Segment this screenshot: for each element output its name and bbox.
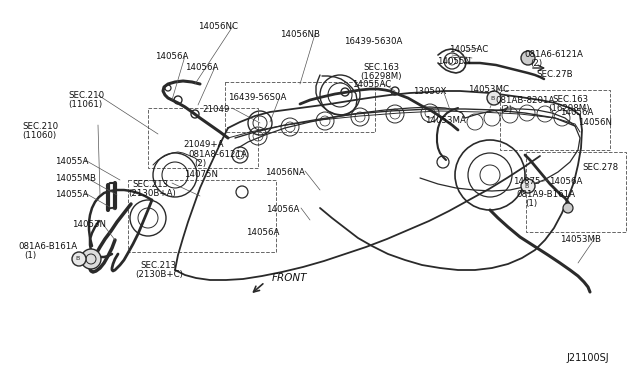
Text: (16298M): (16298M) <box>360 72 401 81</box>
Text: (11060): (11060) <box>22 131 56 140</box>
Text: 081A6-B161A: 081A6-B161A <box>18 242 77 251</box>
Text: J21100SJ: J21100SJ <box>566 353 609 363</box>
Text: SEC.213: SEC.213 <box>132 180 168 189</box>
Text: (2130B+A): (2130B+A) <box>128 189 176 198</box>
Text: (11061): (11061) <box>68 100 102 109</box>
Text: 081A8-6121A: 081A8-6121A <box>188 150 247 159</box>
Text: SEC.27B: SEC.27B <box>536 70 573 79</box>
Text: 16439-56S0A: 16439-56S0A <box>228 93 286 102</box>
Text: 14053MC: 14053MC <box>468 85 509 94</box>
Text: 081A9-B161A: 081A9-B161A <box>516 190 575 199</box>
Circle shape <box>72 252 86 266</box>
Text: (2): (2) <box>530 59 542 68</box>
Text: 14056A: 14056A <box>549 177 582 186</box>
Text: SEC.210: SEC.210 <box>68 91 104 100</box>
Text: 14875: 14875 <box>513 177 541 186</box>
Text: 14055A: 14055A <box>55 157 88 166</box>
Text: (1): (1) <box>24 251 36 260</box>
Text: B: B <box>490 96 494 100</box>
Text: 14075N: 14075N <box>184 170 218 179</box>
Text: (16298M): (16298M) <box>548 104 589 113</box>
Text: 14055MB: 14055MB <box>55 174 96 183</box>
Text: 14056A: 14056A <box>185 63 218 72</box>
Circle shape <box>81 249 101 269</box>
Text: (2): (2) <box>500 105 512 114</box>
Text: 14056NA: 14056NA <box>265 168 305 177</box>
Text: 14056A: 14056A <box>155 52 188 61</box>
Text: 14056A: 14056A <box>266 205 300 214</box>
Text: 14053N: 14053N <box>72 220 106 229</box>
Text: 14056A: 14056A <box>560 108 593 117</box>
Text: (1): (1) <box>525 199 537 208</box>
Bar <box>128 180 276 252</box>
Circle shape <box>521 179 535 193</box>
Text: (2130B+C): (2130B+C) <box>135 270 183 279</box>
Text: 16439-5630A: 16439-5630A <box>344 37 403 46</box>
Text: 14056NB: 14056NB <box>280 30 320 39</box>
Text: B: B <box>75 257 79 262</box>
Circle shape <box>487 91 501 105</box>
Text: SEC.278: SEC.278 <box>582 163 618 172</box>
Text: 21049+A: 21049+A <box>183 140 223 149</box>
Bar <box>526 152 626 232</box>
Text: 081AB-8201A: 081AB-8201A <box>495 96 554 105</box>
Circle shape <box>521 51 535 65</box>
Text: 14056N: 14056N <box>578 118 612 127</box>
Circle shape <box>563 203 573 213</box>
Text: (2): (2) <box>194 159 206 168</box>
Text: 14056A: 14056A <box>246 228 280 237</box>
Text: 14055A: 14055A <box>55 190 88 199</box>
Text: SEC.213: SEC.213 <box>140 261 176 270</box>
Text: SEC.210: SEC.210 <box>22 122 58 131</box>
Text: SEC.163: SEC.163 <box>552 95 588 104</box>
Text: 14055N: 14055N <box>437 57 471 66</box>
Bar <box>148 108 258 168</box>
Text: 14056NC: 14056NC <box>198 22 238 31</box>
Text: 14055AC: 14055AC <box>352 80 391 89</box>
Text: 14055AC: 14055AC <box>449 45 488 54</box>
Text: 14053MB: 14053MB <box>560 235 601 244</box>
Text: 21049: 21049 <box>202 105 229 114</box>
Text: 081A6-6121A: 081A6-6121A <box>524 50 583 59</box>
Bar <box>225 82 375 132</box>
Text: FRONT: FRONT <box>272 273 307 283</box>
Text: SEC.163: SEC.163 <box>363 63 399 72</box>
Text: 13050X: 13050X <box>413 87 446 96</box>
Bar <box>500 90 610 150</box>
Text: 14053MA: 14053MA <box>425 116 466 125</box>
Text: B: B <box>524 183 528 189</box>
